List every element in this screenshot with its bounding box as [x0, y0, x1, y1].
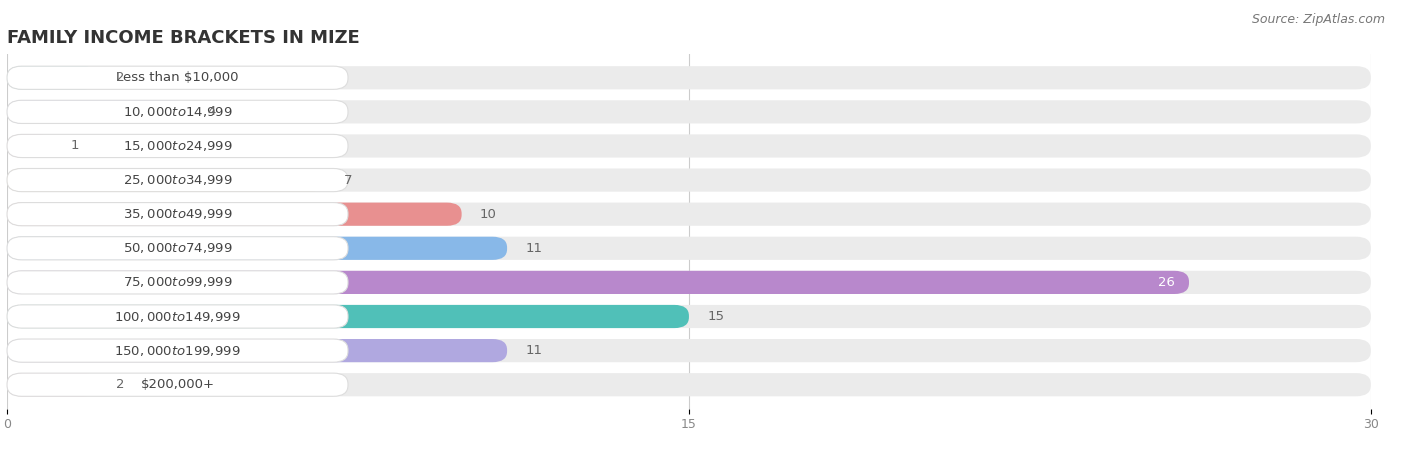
FancyBboxPatch shape: [7, 339, 347, 362]
FancyBboxPatch shape: [7, 305, 689, 328]
FancyBboxPatch shape: [7, 66, 1371, 89]
FancyBboxPatch shape: [7, 339, 1371, 362]
Text: 4: 4: [207, 106, 215, 119]
FancyBboxPatch shape: [7, 305, 1371, 328]
FancyBboxPatch shape: [7, 305, 347, 328]
Text: $100,000 to $149,999: $100,000 to $149,999: [114, 309, 240, 323]
Text: FAMILY INCOME BRACKETS IN MIZE: FAMILY INCOME BRACKETS IN MIZE: [7, 29, 360, 47]
Text: $150,000 to $199,999: $150,000 to $199,999: [114, 343, 240, 357]
Text: $200,000+: $200,000+: [141, 378, 215, 391]
Text: $50,000 to $74,999: $50,000 to $74,999: [122, 241, 232, 255]
FancyBboxPatch shape: [7, 134, 347, 158]
FancyBboxPatch shape: [7, 168, 347, 192]
Text: 2: 2: [117, 378, 125, 391]
Text: Source: ZipAtlas.com: Source: ZipAtlas.com: [1251, 13, 1385, 26]
FancyBboxPatch shape: [7, 66, 98, 89]
FancyBboxPatch shape: [7, 373, 1371, 396]
Text: $75,000 to $99,999: $75,000 to $99,999: [122, 275, 232, 290]
Text: 1: 1: [70, 140, 79, 153]
FancyBboxPatch shape: [7, 202, 1371, 226]
FancyBboxPatch shape: [7, 271, 1371, 294]
FancyBboxPatch shape: [7, 237, 347, 260]
FancyBboxPatch shape: [7, 100, 1371, 123]
FancyBboxPatch shape: [7, 271, 347, 294]
Text: 2: 2: [117, 71, 125, 84]
FancyBboxPatch shape: [7, 339, 508, 362]
FancyBboxPatch shape: [7, 168, 325, 192]
FancyBboxPatch shape: [7, 134, 52, 158]
Text: $15,000 to $24,999: $15,000 to $24,999: [122, 139, 232, 153]
FancyBboxPatch shape: [7, 271, 1189, 294]
FancyBboxPatch shape: [7, 202, 461, 226]
FancyBboxPatch shape: [7, 168, 1371, 192]
FancyBboxPatch shape: [7, 373, 98, 396]
Text: 11: 11: [526, 344, 543, 357]
Text: $10,000 to $14,999: $10,000 to $14,999: [122, 105, 232, 119]
Text: Less than $10,000: Less than $10,000: [117, 71, 239, 84]
FancyBboxPatch shape: [7, 237, 1371, 260]
FancyBboxPatch shape: [7, 66, 347, 89]
Text: 7: 7: [343, 174, 352, 187]
Text: $35,000 to $49,999: $35,000 to $49,999: [122, 207, 232, 221]
Text: 15: 15: [707, 310, 724, 323]
FancyBboxPatch shape: [7, 100, 188, 123]
FancyBboxPatch shape: [7, 237, 508, 260]
Text: $25,000 to $34,999: $25,000 to $34,999: [122, 173, 232, 187]
FancyBboxPatch shape: [7, 134, 1371, 158]
Text: 26: 26: [1159, 276, 1175, 289]
Text: 10: 10: [479, 208, 496, 220]
FancyBboxPatch shape: [7, 100, 347, 123]
FancyBboxPatch shape: [7, 373, 347, 396]
Text: 11: 11: [526, 242, 543, 255]
FancyBboxPatch shape: [7, 202, 347, 226]
